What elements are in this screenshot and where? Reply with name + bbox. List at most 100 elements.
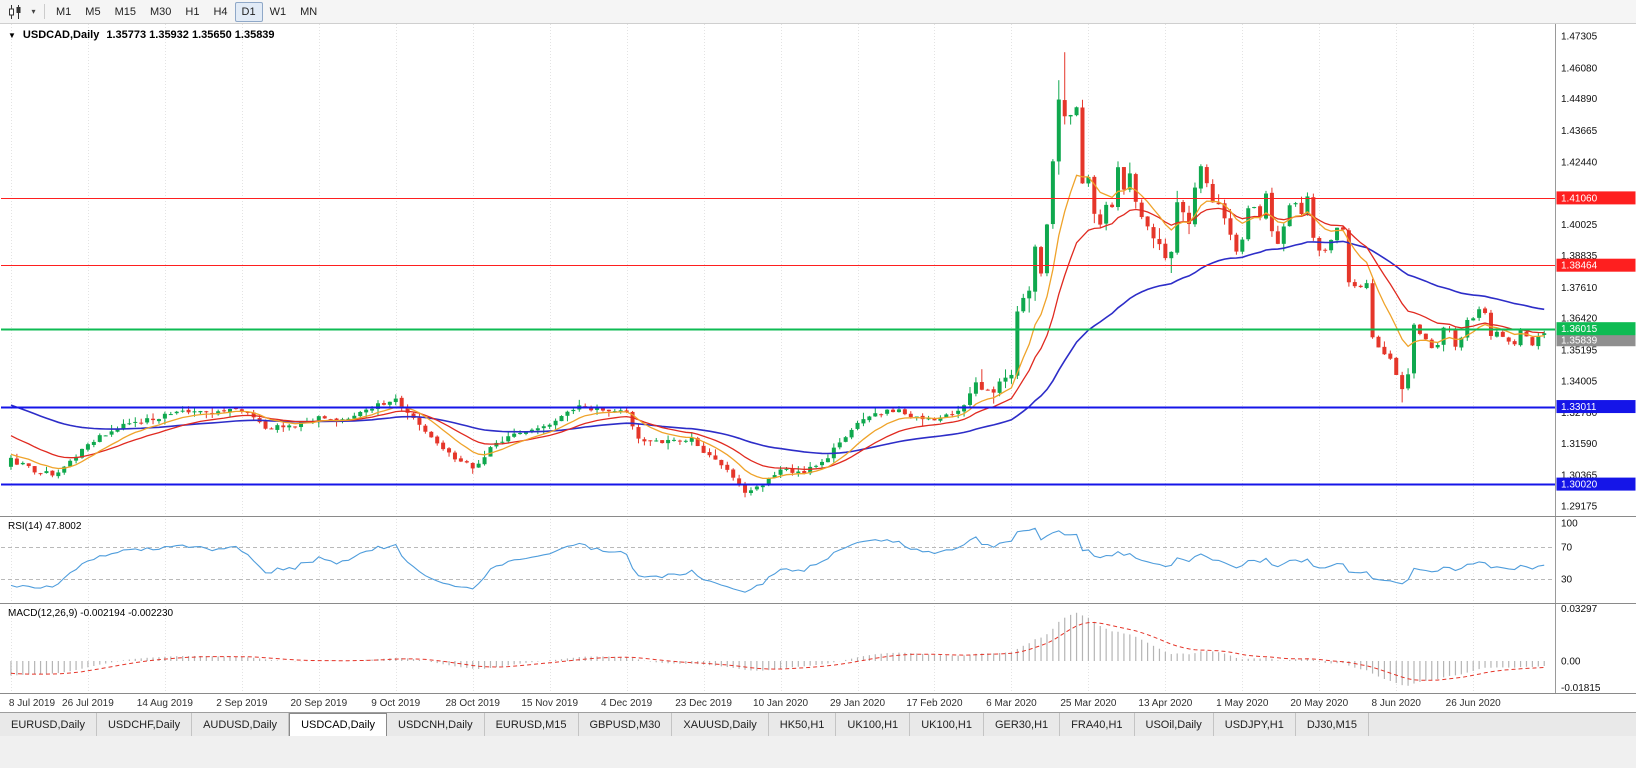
svg-text:8 Jun 2020: 8 Jun 2020	[1371, 698, 1421, 709]
svg-text:25 Mar 2020: 25 Mar 2020	[1060, 698, 1117, 709]
svg-text:13 Apr 2020: 13 Apr 2020	[1138, 698, 1192, 709]
svg-text:20 May 2020: 20 May 2020	[1290, 698, 1348, 709]
chart-tab-hk50-h1[interactable]: HK50,H1	[768, 713, 837, 736]
svg-text:14 Aug 2019: 14 Aug 2019	[137, 698, 194, 709]
svg-text:1.29175: 1.29175	[1561, 502, 1598, 513]
svg-text:1.31590: 1.31590	[1561, 439, 1598, 450]
bid-price-label	[1556, 334, 1636, 347]
svg-text:1.38835: 1.38835	[1561, 251, 1598, 262]
svg-text:29 Jan 2020: 29 Jan 2020	[830, 698, 885, 709]
toolbar-separator	[44, 4, 45, 19]
chart-tab-gbpusd-m30[interactable]: GBPUSD,M30	[578, 713, 673, 736]
svg-text:9 Oct 2019: 9 Oct 2019	[371, 698, 420, 709]
timeframe-button-w1[interactable]: W1	[269, 5, 287, 18]
ma-red-line	[10, 207, 1545, 471]
hline-price-label	[1556, 322, 1636, 336]
chart-tab-uk100-h1[interactable]: UK100,H1	[910, 713, 984, 736]
svg-text:1.30365: 1.30365	[1561, 471, 1598, 482]
timeframe-button-h4[interactable]: H4	[213, 5, 228, 18]
svg-text:1.43665: 1.43665	[1561, 126, 1598, 137]
chart-tab-usdcad-daily[interactable]: USDCAD,Daily	[289, 713, 388, 736]
horizontal-lines[interactable]	[1, 198, 1555, 486]
chart-tab-xauusd-daily[interactable]: XAUUSD,Daily	[672, 713, 769, 736]
grid-lines	[11, 24, 1474, 693]
price-axis[interactable]: 1.47305 1.46080 1.44890 1.43665 1.42440 1.400…	[1555, 24, 1636, 694]
svg-text:1.34005: 1.34005	[1561, 376, 1598, 387]
svg-text:1.42440: 1.42440	[1561, 158, 1598, 169]
svg-text:10 Jan 2020: 10 Jan 2020	[753, 698, 808, 709]
chart-tab-bar: EURUSD,Daily USDCHF,Daily AUDUSD,Daily USDC…	[0, 712, 1636, 736]
svg-text:0.00: 0.00	[1561, 657, 1581, 668]
svg-text:30: 30	[1561, 575, 1573, 586]
svg-text:1.35195: 1.35195	[1561, 345, 1598, 356]
timeframe-button-d1[interactable]: D1	[234, 1, 263, 22]
hline-price-label	[1556, 191, 1636, 205]
timeframe-buttons: M1 M5 M15 M30 H1 H4 D1 W1 MN	[49, 1, 324, 22]
date-axis[interactable]: 8 Jul 2019 26 Jul 2019 14 Aug 2019 2 Sep 20…	[9, 698, 1501, 709]
candlestick-chart-icon[interactable]	[3, 2, 27, 22]
chart-tab-usoil-daily[interactable]: USOil,Daily	[1134, 713, 1214, 736]
svg-text:1.46080: 1.46080	[1561, 63, 1598, 74]
svg-text:1.32780: 1.32780	[1561, 408, 1598, 419]
timeframe-toolbar: ▾ M1 M5 M15 M30 H1 H4 D1 W1 MN	[0, 0, 1636, 24]
chart-type-dropdown-icon[interactable]: ▾	[31, 7, 36, 16]
candlestick-glyph	[9, 4, 21, 19]
svg-text:20 Sep 2019: 20 Sep 2019	[290, 698, 347, 709]
svg-text:15 Nov 2019: 15 Nov 2019	[521, 698, 578, 709]
svg-text:70: 70	[1561, 543, 1573, 554]
timeframe-button-m15[interactable]: M15	[114, 5, 136, 18]
svg-text:-0.01815: -0.01815	[1561, 683, 1601, 694]
svg-text:0.03297: 0.03297	[1561, 604, 1598, 615]
svg-text:26 Jun 2020: 26 Jun 2020	[1446, 698, 1501, 709]
macd-panel	[10, 612, 1545, 686]
hline-price-label	[1556, 477, 1636, 491]
hline-price-label	[1556, 400, 1636, 414]
hline-price-label	[1556, 258, 1636, 272]
chart-tab-uk100-h1[interactable]: UK100,H1	[836, 713, 911, 736]
svg-text:1.41060: 1.41060	[1561, 193, 1598, 204]
chart-tab-audusd-daily[interactable]: AUDUSD,Daily	[192, 713, 290, 736]
chart-canvas[interactable]: 1.47305 1.46080 1.44890 1.43665 1.42440 1.400…	[0, 24, 1636, 712]
svg-text:6 Mar 2020: 6 Mar 2020	[986, 698, 1037, 709]
timeframe-button-m1[interactable]: M1	[56, 5, 72, 18]
svg-text:1.38464: 1.38464	[1561, 261, 1598, 272]
svg-text:4 Dec 2019: 4 Dec 2019	[601, 698, 653, 709]
chart-tab-usdcnh-daily[interactable]: USDCNH,Daily	[387, 713, 485, 736]
svg-text:1.33011: 1.33011	[1561, 402, 1597, 413]
chart-tab-usdjpy-h1[interactable]: USDJPY,H1	[1213, 713, 1296, 736]
chart-tab-eurusd-daily[interactable]: EURUSD,Daily	[0, 713, 97, 736]
chart-window: 1.47305 1.46080 1.44890 1.43665 1.42440 1.400…	[0, 24, 1636, 712]
chart-tab-fra40-h1[interactable]: FRA40,H1	[1060, 713, 1135, 736]
rsi-panel	[1, 527, 1555, 593]
chart-tab-eurusd-m15[interactable]: EURUSD,M15	[484, 713, 579, 736]
ma-blue-line	[10, 240, 1545, 455]
timeframe-button-mn[interactable]: MN	[300, 5, 318, 18]
svg-text:23 Dec 2019: 23 Dec 2019	[675, 698, 732, 709]
svg-text:26 Jul 2019: 26 Jul 2019	[62, 698, 114, 709]
svg-text:100: 100	[1561, 519, 1578, 530]
svg-text:1.40025: 1.40025	[1561, 220, 1598, 231]
rsi-line	[10, 527, 1545, 593]
svg-text:1.44890: 1.44890	[1561, 94, 1598, 105]
timeframe-button-m5[interactable]: M5	[85, 5, 101, 18]
chart-tab-dj30-m15[interactable]: DJ30,M15	[1295, 713, 1369, 736]
svg-text:1.36015: 1.36015	[1561, 324, 1598, 335]
svg-text:1 May 2020: 1 May 2020	[1216, 698, 1269, 709]
ma-orange-line	[10, 174, 1545, 480]
svg-text:1.35839: 1.35839	[1561, 336, 1598, 347]
bottom-strip	[0, 736, 1636, 768]
candlesticks	[8, 52, 1547, 498]
svg-text:17 Feb 2020: 17 Feb 2020	[906, 698, 963, 709]
chart-tab-usdchf-daily[interactable]: USDCHF,Daily	[96, 713, 193, 736]
svg-text:8 Jul 2019: 8 Jul 2019	[9, 698, 56, 709]
timeframe-button-h1[interactable]: H1	[185, 5, 200, 18]
svg-text:1.37610: 1.37610	[1561, 283, 1598, 294]
chart-tab-ger30-h1[interactable]: GER30,H1	[983, 713, 1061, 736]
svg-text:2 Sep 2019: 2 Sep 2019	[216, 698, 268, 709]
svg-text:1.30020: 1.30020	[1561, 480, 1598, 491]
macd-signal-line	[10, 621, 1545, 681]
svg-text:1.47305: 1.47305	[1561, 32, 1598, 43]
svg-text:1.36420: 1.36420	[1561, 314, 1598, 325]
timeframe-button-m30[interactable]: M30	[149, 5, 172, 18]
